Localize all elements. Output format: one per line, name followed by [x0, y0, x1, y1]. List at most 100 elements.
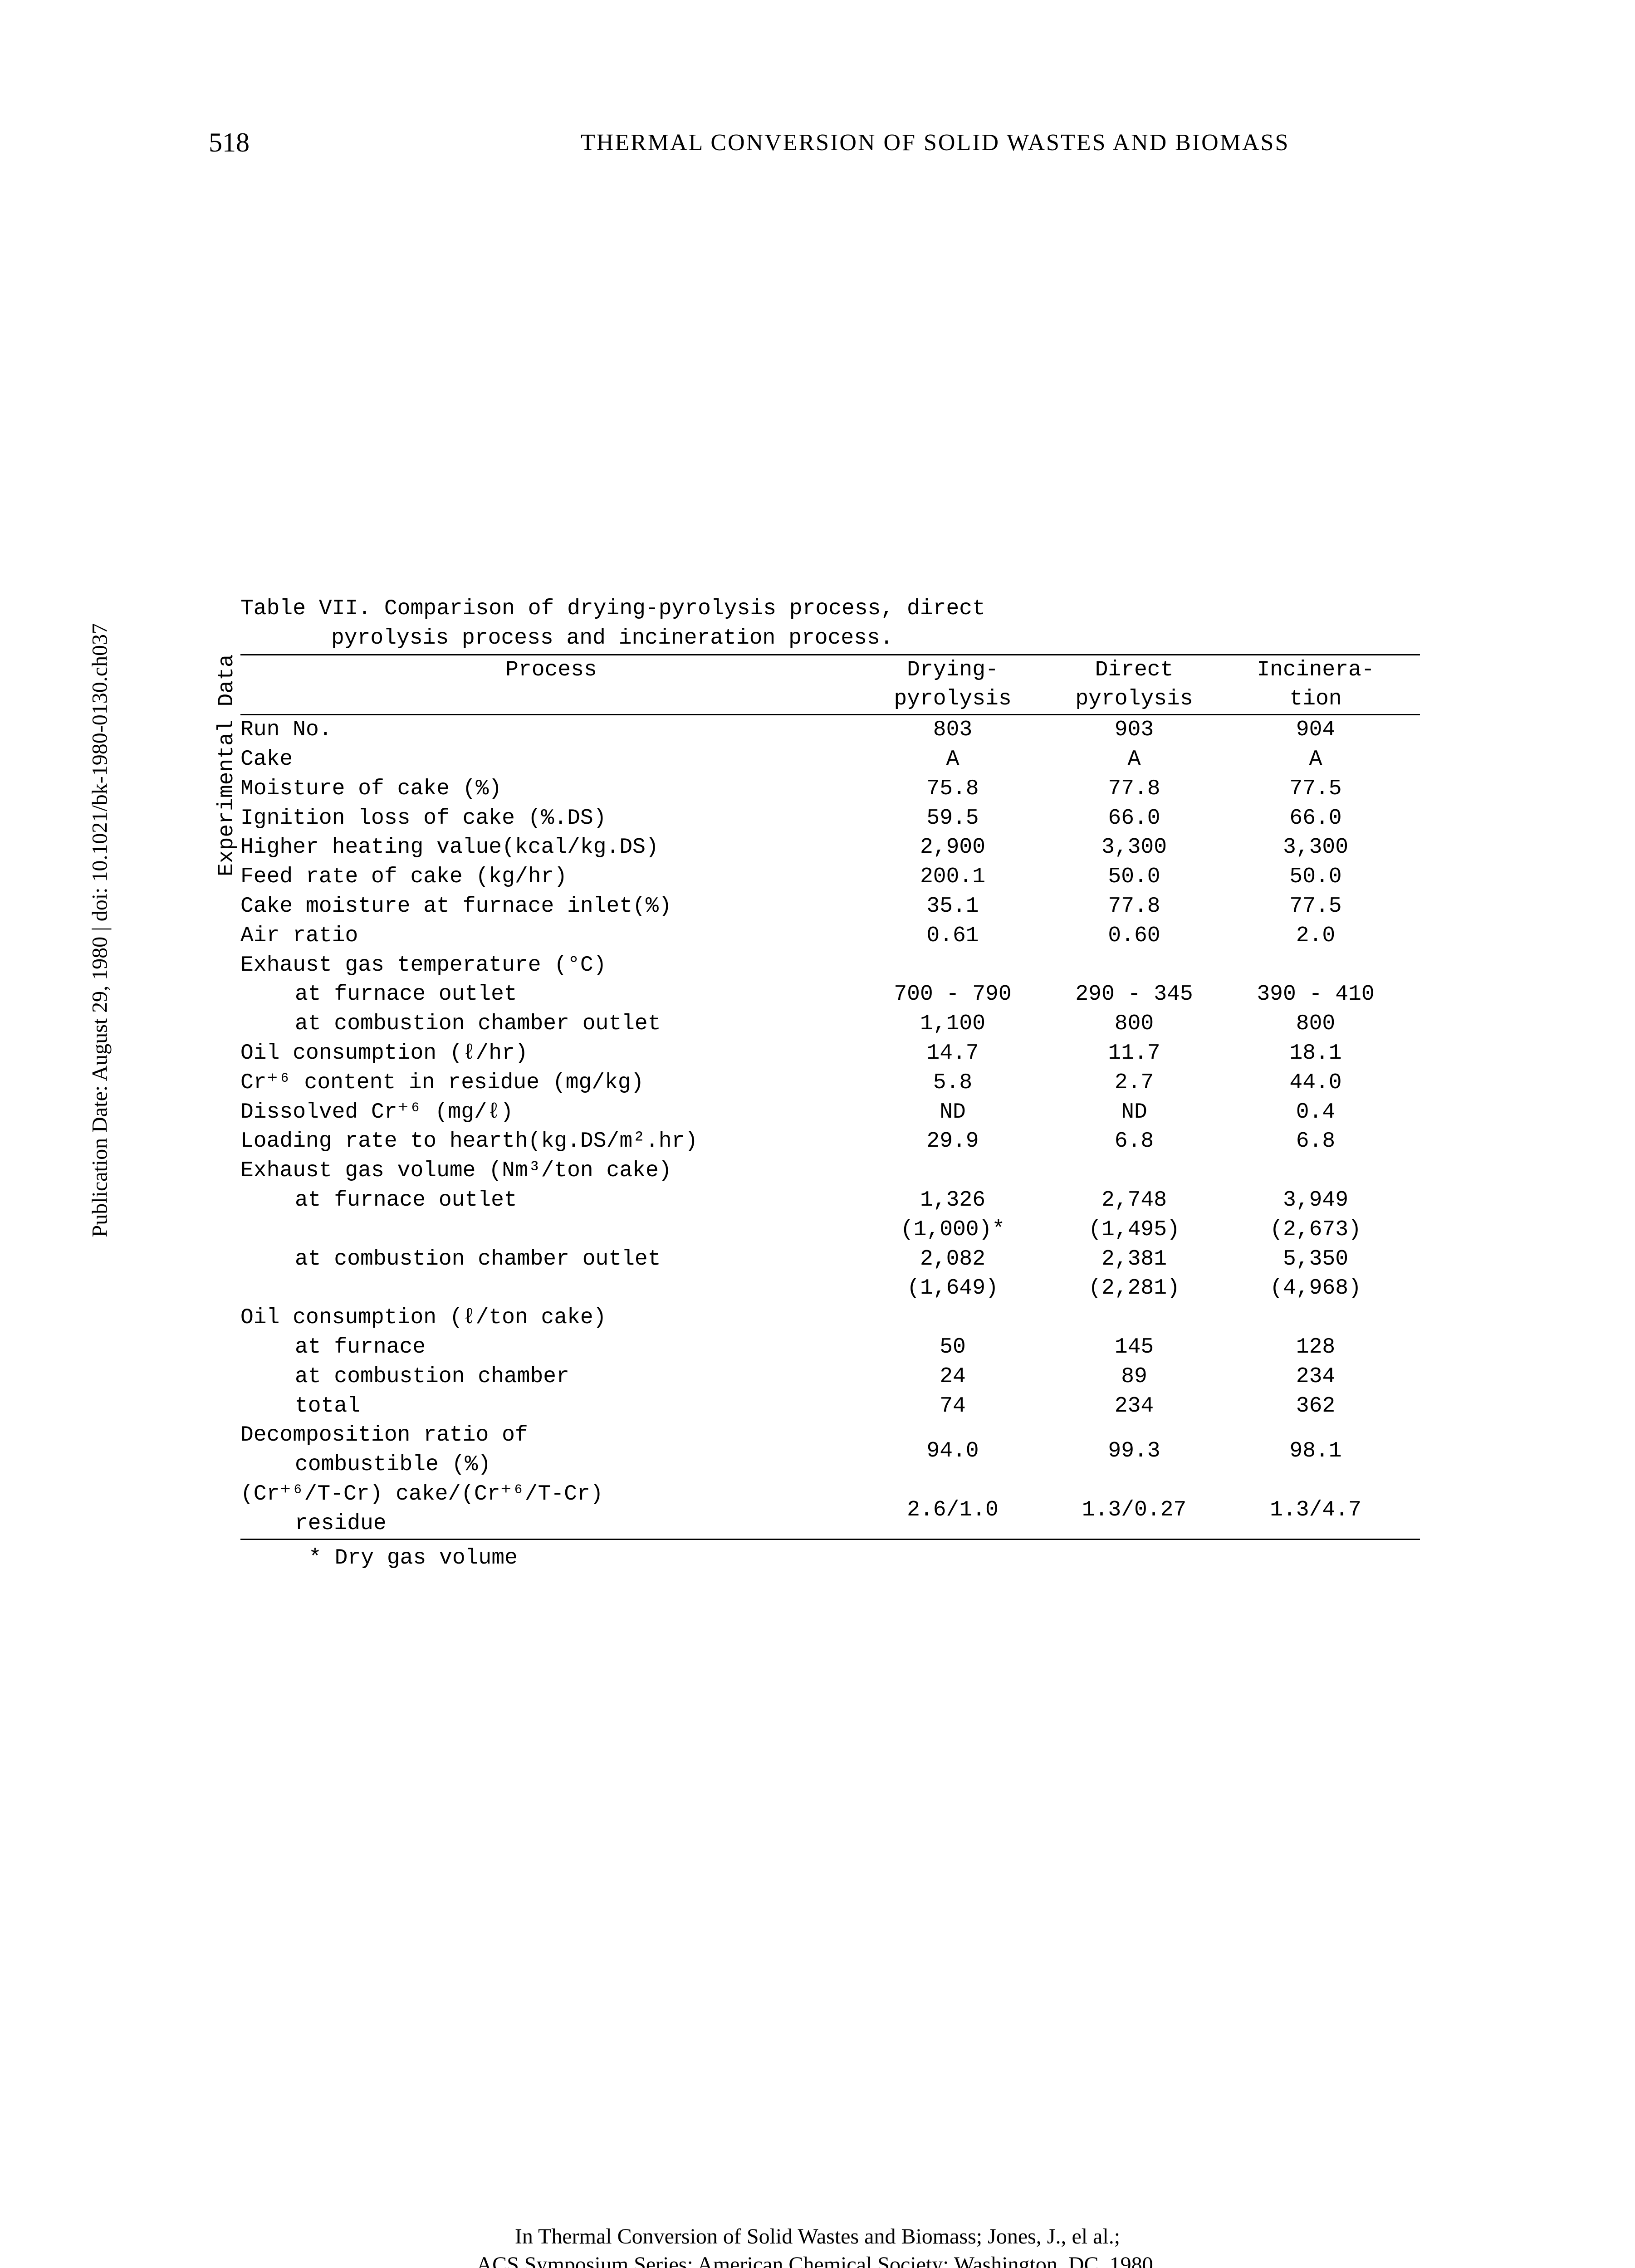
row-label: at combustion chamber — [240, 1362, 862, 1392]
table-row: combustible (%)94.099.398.1 — [240, 1450, 1420, 1480]
cell-value: 234 — [1043, 1392, 1225, 1421]
cell-value: A — [1225, 745, 1406, 774]
cell-value: 24 — [862, 1362, 1043, 1392]
cell-value: 904 — [1225, 715, 1406, 745]
row-label: at combustion chamber outlet — [240, 1245, 862, 1274]
table-row: at furnace outlet1,3262,7483,949 — [240, 1186, 1420, 1215]
cell-value: (1,000)* — [862, 1215, 1043, 1245]
cell-value: (2,281) — [1043, 1274, 1225, 1303]
cell-value: 234 — [1225, 1362, 1406, 1392]
table-row: Cr⁺⁶ content in residue (mg/kg)5.82.744.… — [240, 1068, 1420, 1098]
cell-value: 800 — [1225, 1009, 1406, 1039]
table-row: Exhaust gas temperature (°C) — [240, 951, 1420, 980]
cell-value: 1.3/0.27 — [1043, 1496, 1225, 1525]
cell-value: 50.0 — [1043, 862, 1225, 892]
row-label: at furnace — [240, 1333, 862, 1362]
table-row: at combustion chamber outlet1,100800800 — [240, 1009, 1420, 1039]
cell-value: 77.5 — [1225, 774, 1406, 804]
cell-value: (1,495) — [1043, 1215, 1225, 1245]
header-row-1: Process Drying- Direct Incinera- — [240, 655, 1420, 685]
row-label: residue — [240, 1509, 862, 1539]
table-row: Air ratio0.610.602.0 — [240, 921, 1420, 951]
footer: In Thermal Conversion of Solid Wastes an… — [0, 2223, 1635, 2268]
cell-value: 99.3 — [1043, 1437, 1225, 1466]
page-number: 518 — [209, 127, 250, 158]
cell-value: 128 — [1225, 1333, 1406, 1362]
table-row: Run No.803903904 — [240, 715, 1420, 745]
row-label: Decomposition ratio of — [240, 1421, 862, 1450]
cell-value: 98.1 — [1225, 1437, 1406, 1466]
col1-header-b: pyrolysis — [862, 684, 1043, 714]
table-row: Loading rate to hearth(kg.DS/m².hr)29.96… — [240, 1127, 1420, 1156]
col3-header-b: tion — [1225, 684, 1406, 714]
cell-value: 89 — [1043, 1362, 1225, 1392]
cell-value: 66.0 — [1225, 804, 1406, 833]
table-row: Oil consumption (ℓ/hr)14.711.718.1 — [240, 1039, 1420, 1068]
cell-value: (2,673) — [1225, 1215, 1406, 1245]
cell-value: ND — [1043, 1098, 1225, 1127]
cell-value: 6.8 — [1043, 1127, 1225, 1156]
cell-value: 2.6/1.0 — [862, 1496, 1043, 1525]
cell-value: 2,900 — [862, 833, 1043, 862]
row-label: Exhaust gas temperature (°C) — [240, 951, 862, 980]
footer-line-2: ACS Symposium Series; American Chemical … — [0, 2251, 1635, 2268]
cell-value: 94.0 — [862, 1437, 1043, 1466]
cell-value: 29.9 — [862, 1127, 1043, 1156]
row-label: Moisture of cake (%) — [240, 774, 862, 804]
cell-value: 14.7 — [862, 1039, 1043, 1068]
row-label: Cake moisture at furnace inlet(%) — [240, 892, 862, 921]
cell-value: 50.0 — [1225, 862, 1406, 892]
cell-value: 362 — [1225, 1392, 1406, 1421]
cell-value: 145 — [1043, 1333, 1225, 1362]
col3-header-a: Incinera- — [1225, 655, 1406, 685]
footer-line-1: In Thermal Conversion of Solid Wastes an… — [0, 2223, 1635, 2251]
cell-value: 77.5 — [1225, 892, 1406, 921]
row-label: (Cr⁺⁶/T-Cr) cake/(Cr⁺⁶/T-Cr) — [240, 1480, 862, 1509]
cell-value: 2.0 — [1225, 921, 1406, 951]
row-label: Exhaust gas volume (Nm³/ton cake) — [240, 1156, 862, 1186]
cell-value: A — [862, 745, 1043, 774]
col2-header-b: pyrolysis — [1043, 684, 1225, 714]
table-row: (1,000)*(1,495)(2,673) — [240, 1215, 1420, 1245]
cell-value: (4,968) — [1225, 1274, 1406, 1303]
table-row: Ignition loss of cake (%.DS)59.566.066.0 — [240, 804, 1420, 833]
cell-value: 0.61 — [862, 921, 1043, 951]
table-row: (1,649)(2,281)(4,968) — [240, 1274, 1420, 1303]
row-label: at furnace outlet — [240, 1186, 862, 1215]
cell-value: 18.1 — [1225, 1039, 1406, 1068]
row-label: Higher heating value(kcal/kg.DS) — [240, 833, 862, 862]
table-row: CakeAAA — [240, 745, 1420, 774]
cell-value: 700 - 790 — [862, 980, 1043, 1009]
row-label: Air ratio — [240, 921, 862, 951]
cell-value: ND — [862, 1098, 1043, 1127]
cell-value: 290 - 345 — [1043, 980, 1225, 1009]
cell-value: 2,748 — [1043, 1186, 1225, 1215]
cell-value: 3,949 — [1225, 1186, 1406, 1215]
cell-value: 2,381 — [1043, 1245, 1225, 1274]
table-title: Table VII. Comparison of drying-pyrolysi… — [240, 594, 1420, 624]
cell-value: 903 — [1043, 715, 1225, 745]
table-row: at furnace50145128 — [240, 1333, 1420, 1362]
cell-value: 2.7 — [1043, 1068, 1225, 1098]
cell-value: A — [1043, 745, 1225, 774]
row-label: Dissolved Cr⁺⁶ (mg/ℓ) — [240, 1098, 862, 1127]
cell-value: 44.0 — [1225, 1068, 1406, 1098]
row-label: Cake — [240, 745, 862, 774]
publication-info-sidebar: Publication Date: August 29, 1980 | doi:… — [88, 623, 113, 1237]
cell-value: 77.8 — [1043, 892, 1225, 921]
table-row: Exhaust gas volume (Nm³/ton cake) — [240, 1156, 1420, 1186]
table-row: Oil consumption (ℓ/ton cake) — [240, 1303, 1420, 1333]
cell-value: 6.8 — [1225, 1127, 1406, 1156]
cell-value: 74 — [862, 1392, 1043, 1421]
cell-value: 0.4 — [1225, 1098, 1406, 1127]
table-row: Cake moisture at furnace inlet(%)35.177.… — [240, 892, 1420, 921]
row-label: Cr⁺⁶ content in residue (mg/kg) — [240, 1068, 862, 1098]
cell-value: 3,300 — [1225, 833, 1406, 862]
row-label: Oil consumption (ℓ/hr) — [240, 1039, 862, 1068]
cell-value: 803 — [862, 715, 1043, 745]
cell-value: 50 — [862, 1333, 1043, 1362]
table-row: Moisture of cake (%)75.877.877.5 — [240, 774, 1420, 804]
cell-value: 77.8 — [1043, 774, 1225, 804]
cell-value: 35.1 — [862, 892, 1043, 921]
process-header: Process — [240, 655, 862, 685]
